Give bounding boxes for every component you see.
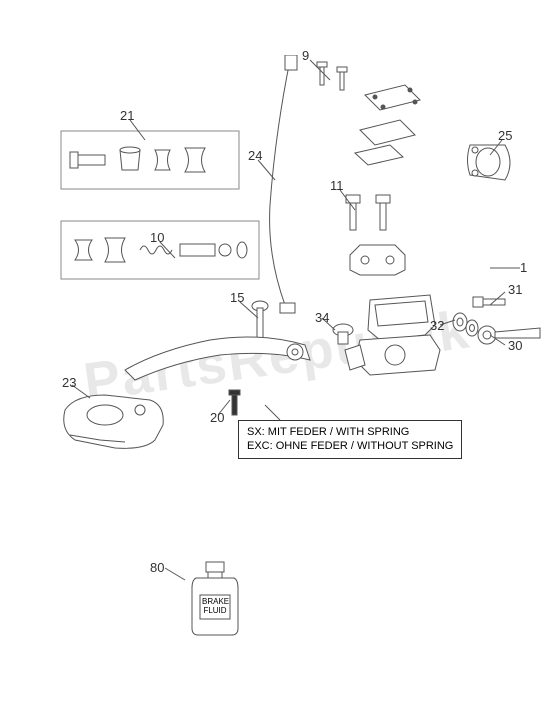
part-20-screw: [225, 388, 245, 418]
callout-20: 20: [210, 410, 224, 425]
note-line-2: EXC: OHNE FEDER / WITHOUT SPRING: [247, 439, 453, 453]
callout-10: 10: [150, 230, 164, 245]
part-clamp: [345, 240, 415, 280]
fluid-label-2: FLUID: [202, 607, 228, 616]
callout-11: 11: [330, 178, 344, 193]
callout-80: 80: [150, 560, 164, 575]
callout-34: 34: [315, 310, 329, 325]
part-24-cable: [255, 55, 335, 315]
master-cylinder-body: [340, 290, 460, 390]
callout-23: 23: [62, 375, 76, 390]
callout-25: 25: [498, 128, 512, 143]
callout-24: 24: [248, 148, 262, 163]
part-80-fluid-bottle: BRAKE FLUID: [188, 560, 243, 645]
spring-note: SX: MIT FEDER / WITH SPRING EXC: OHNE FE…: [238, 420, 462, 459]
brake-lever: [120, 320, 320, 400]
callout-30: 30: [508, 338, 522, 353]
part-10-group: [60, 220, 260, 280]
callout-21: 21: [120, 108, 134, 123]
part-21-group: [60, 130, 240, 190]
callout-31: 31: [508, 282, 522, 297]
part-11-bolts: [345, 190, 415, 240]
callout-32: 32: [430, 318, 444, 333]
callout-1: 1: [520, 260, 527, 275]
note-line-1: SX: MIT FEDER / WITH SPRING: [247, 425, 453, 439]
callout-15: 15: [230, 290, 244, 305]
part-25-clamp: [460, 135, 520, 190]
part-23-guard: [55, 390, 175, 460]
callout-9: 9: [302, 48, 309, 63]
